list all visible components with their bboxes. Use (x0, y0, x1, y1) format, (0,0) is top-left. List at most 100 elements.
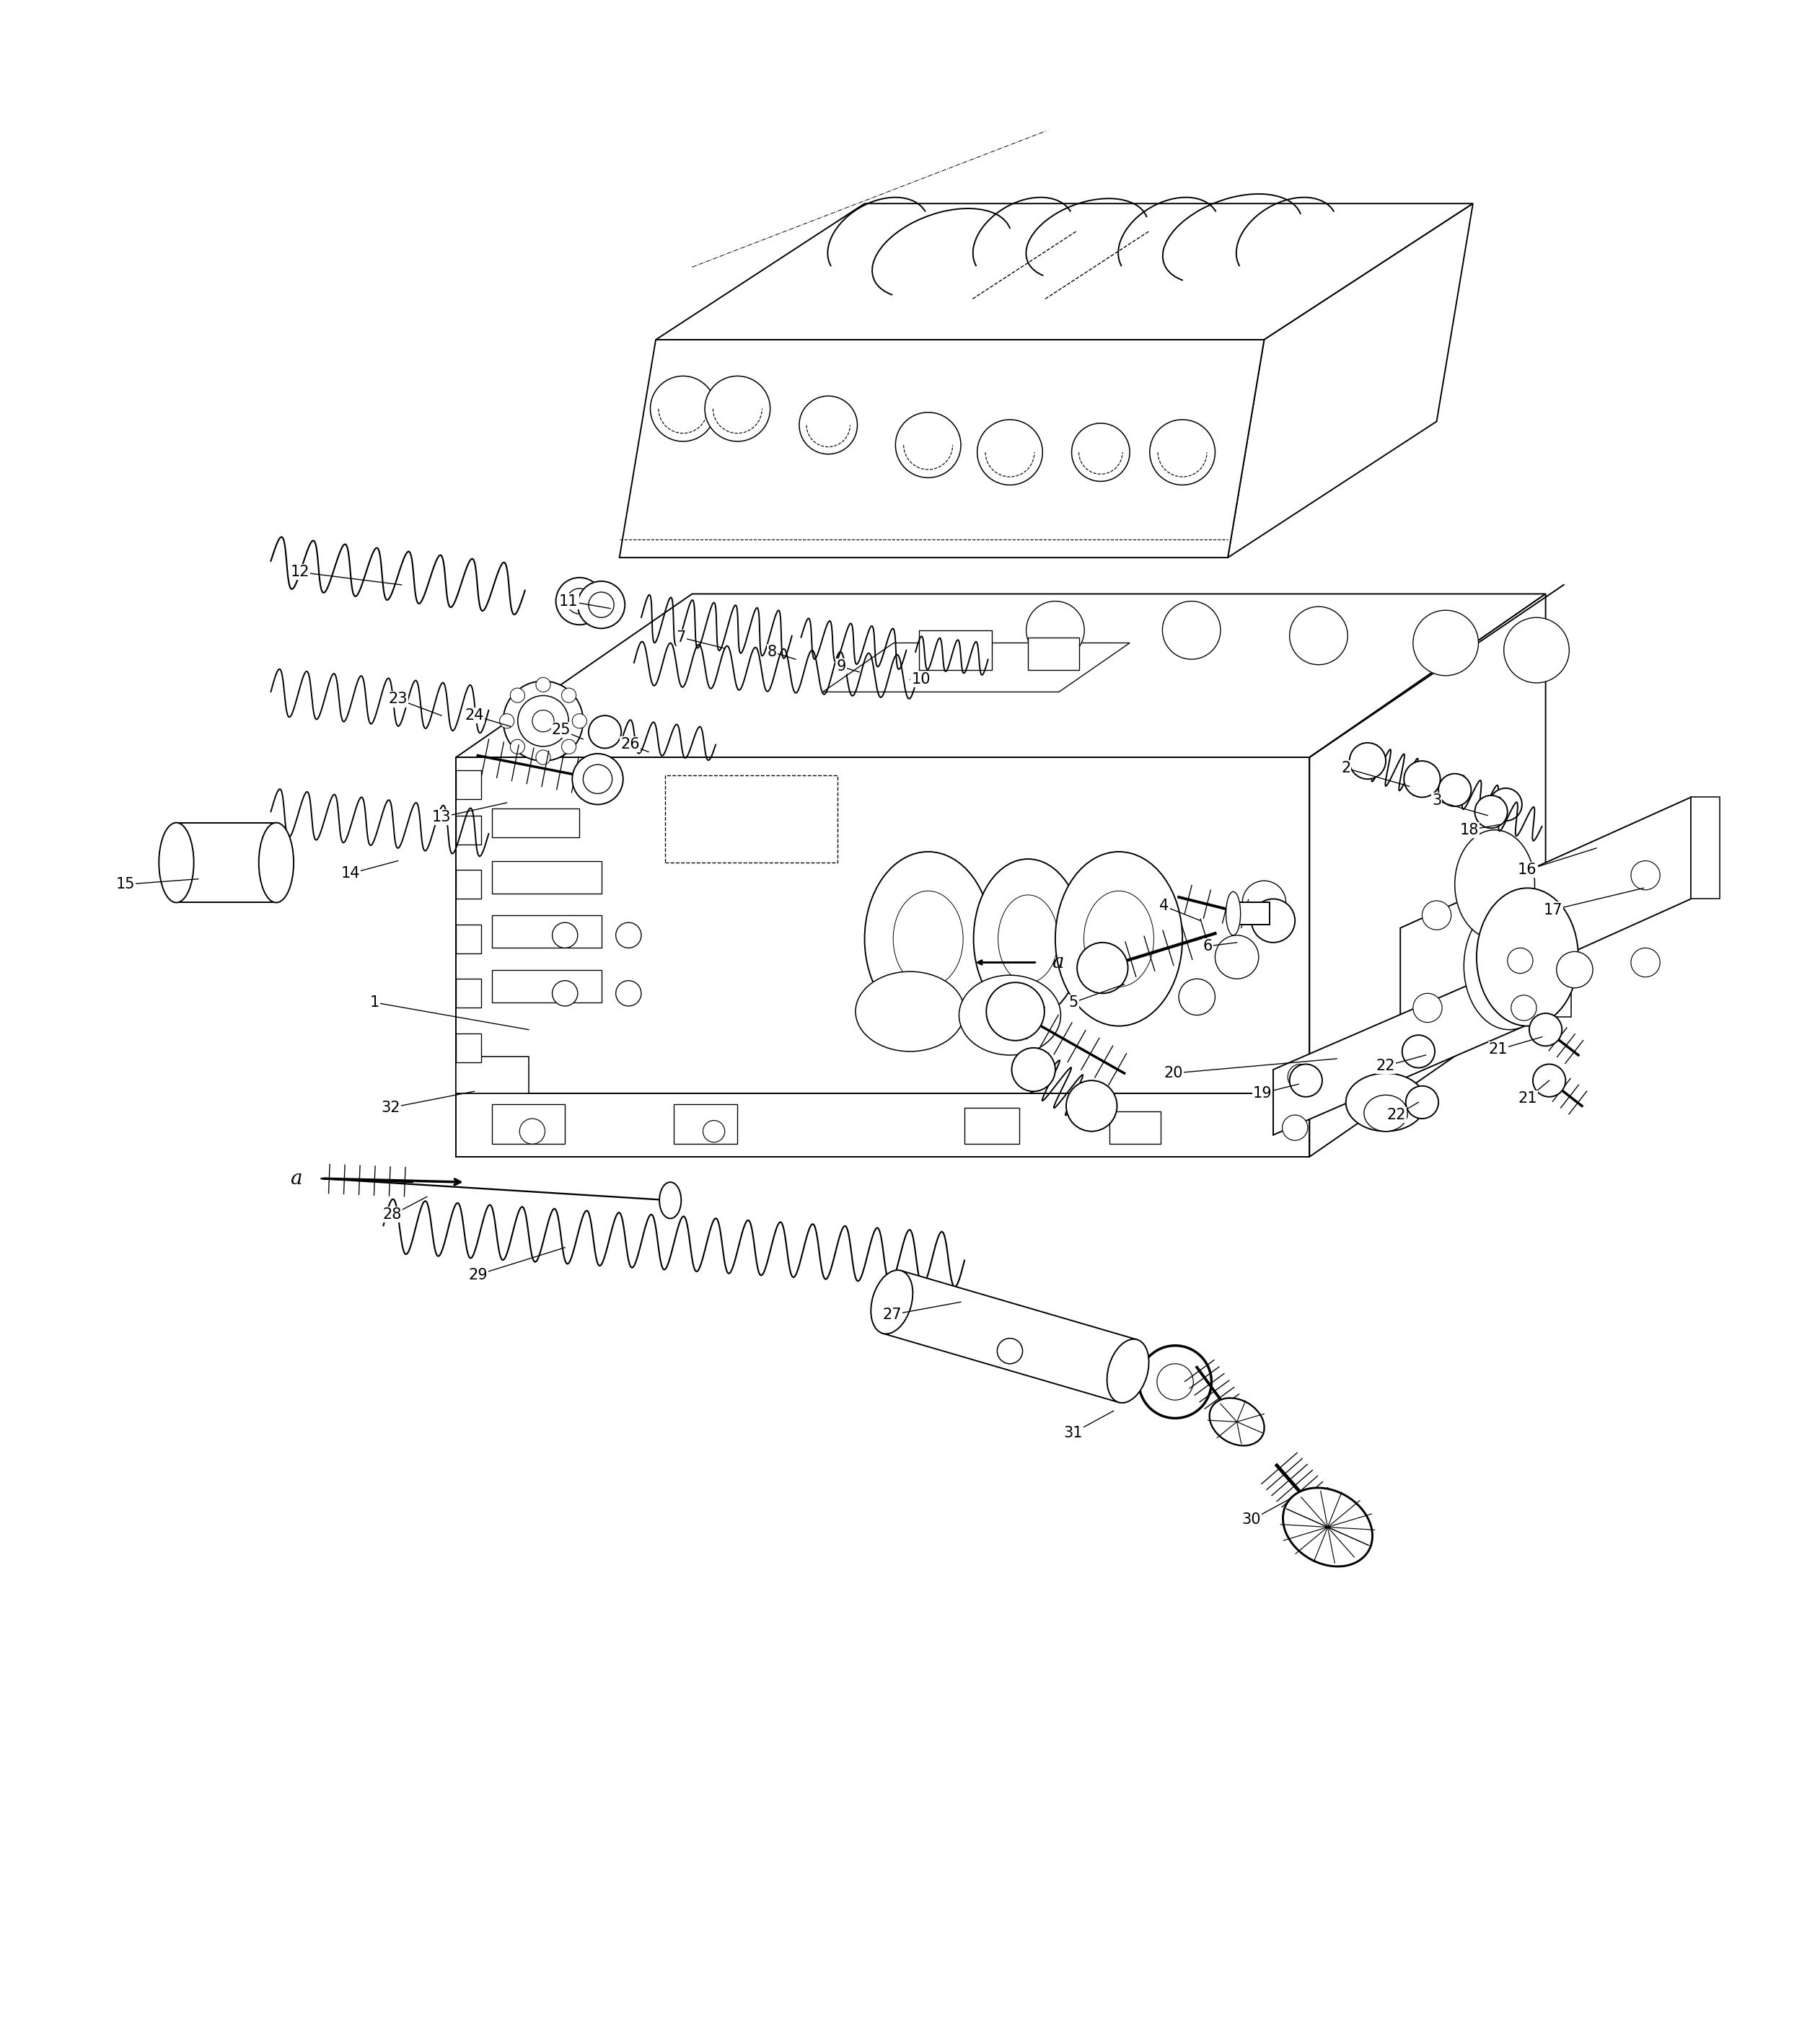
Text: 8: 8 (768, 645, 777, 659)
Circle shape (1401, 1036, 1434, 1068)
Circle shape (562, 688, 577, 702)
Ellipse shape (158, 823, 193, 902)
Text: a: a (1052, 953, 1063, 973)
Circle shape (510, 688, 524, 702)
Circle shape (519, 1119, 544, 1145)
Text: 9: 9 (835, 659, 846, 674)
Circle shape (535, 678, 550, 692)
FancyBboxPatch shape (1110, 1111, 1161, 1145)
Polygon shape (655, 204, 1472, 340)
Circle shape (1252, 898, 1296, 943)
Circle shape (499, 714, 513, 728)
Circle shape (517, 696, 568, 746)
Ellipse shape (1107, 1339, 1148, 1402)
Ellipse shape (1227, 892, 1241, 935)
Text: 28: 28 (382, 1208, 402, 1222)
Polygon shape (1310, 931, 1545, 1157)
Circle shape (799, 397, 857, 453)
Circle shape (986, 983, 1045, 1040)
Text: 23: 23 (388, 692, 408, 706)
Ellipse shape (872, 1270, 914, 1333)
Text: a: a (289, 1169, 302, 1188)
Ellipse shape (1283, 1487, 1372, 1566)
Circle shape (1532, 1064, 1565, 1096)
Polygon shape (883, 1270, 1138, 1402)
FancyBboxPatch shape (457, 1034, 482, 1062)
Circle shape (1077, 943, 1128, 993)
Circle shape (1349, 742, 1385, 779)
Text: 6: 6 (1203, 939, 1212, 953)
Circle shape (1631, 949, 1660, 977)
Circle shape (1158, 1364, 1194, 1400)
Polygon shape (1228, 204, 1472, 558)
Circle shape (1290, 1064, 1323, 1096)
Polygon shape (1545, 951, 1571, 1018)
Text: 1: 1 (369, 995, 379, 1009)
Circle shape (1150, 419, 1216, 486)
Text: 10: 10 (912, 672, 930, 686)
FancyBboxPatch shape (493, 1105, 564, 1145)
Circle shape (1012, 1048, 1056, 1090)
Circle shape (1503, 617, 1569, 684)
Circle shape (1529, 1014, 1562, 1046)
FancyBboxPatch shape (493, 969, 601, 1003)
Ellipse shape (997, 894, 1057, 983)
FancyBboxPatch shape (457, 979, 482, 1007)
Ellipse shape (1454, 829, 1534, 939)
Text: 21: 21 (1518, 1092, 1538, 1107)
Circle shape (571, 714, 586, 728)
Circle shape (1511, 995, 1536, 1020)
FancyBboxPatch shape (457, 771, 482, 799)
FancyBboxPatch shape (664, 775, 837, 862)
Circle shape (1474, 795, 1507, 827)
Circle shape (1139, 1345, 1212, 1418)
Ellipse shape (974, 860, 1083, 1020)
Ellipse shape (1476, 888, 1578, 1026)
Circle shape (1179, 979, 1216, 1016)
Circle shape (577, 581, 624, 629)
Text: 29: 29 (468, 1268, 488, 1283)
FancyBboxPatch shape (493, 862, 601, 894)
Circle shape (551, 981, 577, 1005)
Text: 32: 32 (380, 1101, 400, 1115)
FancyBboxPatch shape (457, 815, 482, 844)
Text: 13: 13 (431, 809, 451, 825)
Circle shape (588, 716, 621, 749)
Text: 2: 2 (1341, 761, 1350, 775)
FancyBboxPatch shape (177, 823, 277, 902)
Text: 12: 12 (289, 564, 309, 579)
Polygon shape (1028, 637, 1079, 670)
Circle shape (1072, 423, 1130, 481)
Text: 11: 11 (559, 595, 579, 609)
Polygon shape (457, 1092, 1310, 1157)
Text: 30: 30 (1241, 1513, 1261, 1527)
Circle shape (704, 376, 770, 441)
Ellipse shape (959, 975, 1061, 1056)
Polygon shape (1400, 797, 1691, 1030)
Text: 7: 7 (677, 631, 686, 645)
Circle shape (1412, 993, 1441, 1022)
Circle shape (1216, 935, 1259, 979)
Circle shape (895, 413, 961, 477)
Circle shape (615, 981, 641, 1005)
FancyBboxPatch shape (457, 925, 482, 953)
Ellipse shape (855, 971, 965, 1052)
Text: 14: 14 (340, 866, 360, 880)
Polygon shape (619, 340, 1265, 558)
Circle shape (562, 740, 577, 755)
Polygon shape (919, 631, 992, 670)
Circle shape (997, 1339, 1023, 1364)
FancyBboxPatch shape (457, 870, 482, 898)
Polygon shape (823, 643, 1130, 692)
Text: 31: 31 (1065, 1426, 1083, 1440)
Polygon shape (1310, 595, 1545, 1092)
Polygon shape (457, 595, 1545, 757)
Circle shape (535, 751, 550, 765)
Ellipse shape (1056, 852, 1183, 1026)
Text: 4: 4 (1159, 898, 1168, 914)
Circle shape (615, 922, 641, 949)
Text: 22: 22 (1376, 1058, 1396, 1072)
Circle shape (1438, 773, 1471, 807)
Circle shape (555, 579, 602, 625)
Polygon shape (457, 1056, 528, 1092)
